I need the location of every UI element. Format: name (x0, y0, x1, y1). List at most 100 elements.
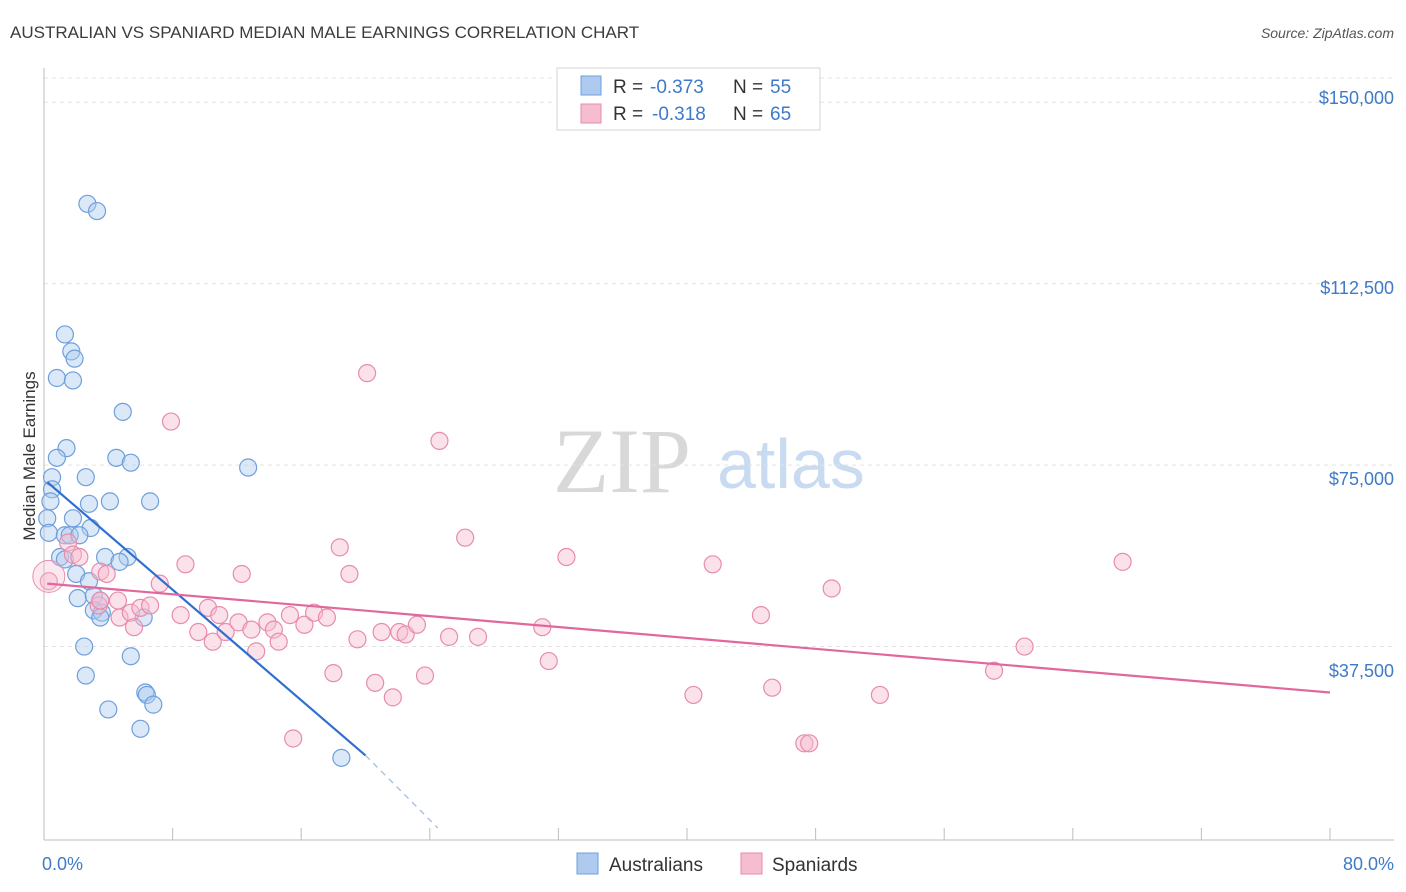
spaniards-point-1 (59, 533, 78, 552)
legend-swatch-spaniards (580, 103, 602, 124)
y-tick-label-112500: $112,500 (1320, 278, 1394, 298)
spaniards-point-60 (822, 579, 841, 598)
spaniards-point-9 (110, 608, 129, 627)
watermark: ZIP atlas (553, 410, 865, 512)
legend-n-label-2: N = (733, 104, 763, 125)
trend-lines (46, 481, 1331, 829)
spaniards-point-39 (383, 688, 402, 707)
australians-point-43 (76, 666, 95, 685)
spaniards-point-25 (247, 642, 266, 661)
australians-point-34 (68, 589, 87, 608)
spaniards-point-53 (284, 729, 303, 748)
y-tick-label-150000: $150,000 (1319, 88, 1394, 108)
australians-point-5 (47, 368, 66, 388)
spaniards-point-24 (242, 620, 261, 639)
australians-point-1 (87, 201, 107, 221)
series-legend-label-australians: Australians (609, 855, 703, 876)
stats-legend: R = -0.373 N = 55 R = -0.318 N = 65 (556, 67, 821, 131)
legend-r-label-2: R = (613, 104, 643, 125)
spaniards-point-42 (407, 615, 427, 634)
spaniards-point-16 (176, 555, 195, 574)
spaniards-point-21 (216, 622, 235, 642)
australians-point-25 (60, 526, 79, 545)
spaniards-point-27 (264, 620, 283, 639)
spaniards-point-7 (91, 591, 110, 610)
spaniards-point-51 (161, 412, 181, 431)
spaniards-point-23 (232, 564, 251, 584)
australians-point-20 (38, 509, 57, 528)
spaniards-point-34 (330, 538, 349, 557)
spaniards-point-8 (108, 591, 128, 610)
spaniards-point-18 (198, 598, 218, 617)
australians-point-45 (137, 685, 156, 705)
spaniards-point-50 (557, 547, 576, 567)
australians-point-18 (100, 492, 120, 511)
spaniards-point-47 (468, 627, 488, 646)
australians-point-46 (144, 695, 163, 714)
legend-r-value-1: -0.373 (650, 77, 704, 98)
australians-point-7 (113, 402, 132, 421)
australians-point-49 (332, 748, 351, 767)
spaniards-point-46 (456, 528, 475, 547)
y-axis-label: Median Male Earnings (20, 371, 39, 540)
spaniards-point-52 (358, 364, 377, 383)
spaniards-point-62 (984, 661, 1004, 680)
australians-point-42 (121, 647, 140, 666)
australians-trend-extension (365, 754, 439, 829)
australians-point-26 (70, 526, 89, 545)
spaniards-point-26 (258, 613, 277, 632)
data-points (32, 194, 1132, 767)
spaniards-point-38 (372, 622, 391, 642)
australians-point-4 (65, 349, 84, 368)
spaniards-point-32 (317, 608, 337, 627)
spaniards-point-3 (70, 547, 89, 567)
australians-point-6 (63, 371, 83, 390)
australians-point-23 (39, 523, 58, 542)
legend-n-value-2: 65 (770, 104, 791, 125)
legend-r-label-1: R = (613, 77, 643, 98)
spaniards-point-10 (121, 603, 140, 622)
australians-point-0 (78, 194, 97, 213)
spaniards-point-19 (203, 632, 222, 651)
spaniards-point-0 (39, 572, 58, 591)
watermark-zip: ZIP (553, 410, 691, 512)
spaniards-point-55 (703, 555, 722, 574)
australians-point-12 (239, 458, 258, 477)
spaniards-point-20 (210, 605, 229, 625)
chart-title: AUSTRALIAN VS SPANIARD MEDIAN MALE EARNI… (10, 23, 639, 42)
spaniards-point-63 (1015, 637, 1034, 656)
x-tick-label-min: 0.0% (42, 854, 83, 874)
spaniards-point-43 (415, 666, 435, 685)
spaniards-point-35 (340, 564, 359, 584)
australians-point-8 (57, 439, 76, 458)
spaniards-point-cluster (32, 559, 66, 593)
australians-point-16 (41, 492, 60, 511)
series-legend: Australians Spaniards (576, 852, 858, 876)
spaniards-point-11 (124, 618, 144, 637)
spaniards-point-30 (295, 615, 314, 634)
axes (43, 68, 1394, 841)
australians-point-41 (75, 637, 94, 656)
spaniards-point-64 (1113, 552, 1132, 571)
chart-source: Source: ZipAtlas.com (1261, 25, 1394, 41)
spaniards-point-54 (684, 685, 703, 705)
spaniards-point-61 (870, 685, 890, 705)
spaniards-trend-line (47, 582, 1331, 694)
australians-point-2 (55, 325, 74, 344)
australians-point-10 (107, 448, 126, 467)
australians-point-9 (47, 448, 66, 467)
spaniards-point-37 (366, 673, 385, 692)
series-legend-swatch-spaniards (740, 852, 763, 875)
legend-swatch-australians (580, 75, 602, 96)
spaniards-point-49 (539, 651, 558, 671)
spaniards-point-33 (324, 664, 343, 683)
australians-trend-line (46, 481, 367, 757)
spaniards-point-58 (795, 734, 814, 753)
australians-point-17 (79, 494, 99, 513)
legend-n-value-1: 55 (770, 77, 791, 98)
australians-point-31 (110, 552, 129, 571)
australians-point-19 (140, 492, 160, 511)
spaniards-point-17 (189, 622, 208, 642)
x-tick-label-max: 80.0% (1343, 854, 1394, 874)
